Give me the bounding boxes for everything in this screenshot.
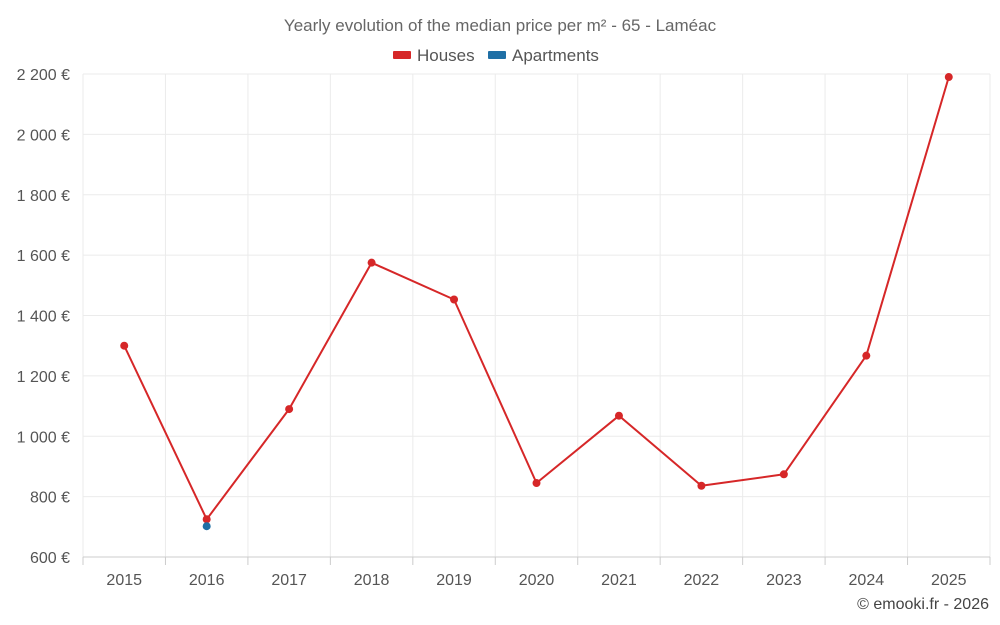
- data-point-houses[interactable]: [697, 481, 706, 490]
- data-point-houses[interactable]: [779, 470, 788, 479]
- data-point-apartments[interactable]: [202, 522, 211, 531]
- data-point-houses[interactable]: [450, 295, 459, 304]
- data-point-houses[interactable]: [285, 405, 294, 414]
- series: [120, 73, 953, 531]
- data-point-houses[interactable]: [944, 73, 953, 82]
- legend: Houses Apartments: [393, 46, 599, 65]
- legend-swatch-houses: [393, 51, 411, 59]
- y-tick-label: 1 400 €: [17, 309, 70, 326]
- y-tick-label: 1 000 €: [17, 429, 70, 446]
- y-tick-label: 600 €: [30, 550, 70, 567]
- data-point-houses[interactable]: [202, 515, 211, 524]
- data-point-houses[interactable]: [367, 258, 376, 267]
- y-tick-label: 1 200 €: [17, 369, 70, 386]
- y-tick-label: 2 000 €: [17, 127, 70, 144]
- legend-item-houses[interactable]: Houses: [393, 46, 475, 65]
- y-tick-label: 1 600 €: [17, 248, 70, 265]
- y-tick-label: 2 200 €: [17, 67, 70, 84]
- grid: [82, 73, 991, 557]
- x-tick-label: 2020: [519, 572, 555, 589]
- credit-text: © emooki.fr - 2026: [857, 596, 989, 613]
- data-point-houses[interactable]: [532, 479, 541, 488]
- legend-label-houses: Houses: [417, 46, 475, 65]
- data-point-houses[interactable]: [614, 411, 623, 420]
- x-tick-label: 2017: [271, 572, 307, 589]
- x-tick-label: 2023: [766, 572, 802, 589]
- legend-label-apartments: Apartments: [512, 46, 599, 65]
- x-tick-label: 2021: [601, 572, 637, 589]
- y-tick-label: 800 €: [30, 490, 70, 507]
- x-tick-label: 2025: [931, 572, 967, 589]
- y-tick-label: 1 800 €: [17, 188, 70, 205]
- x-tick-label: 2022: [684, 572, 720, 589]
- legend-swatch-apartments: [488, 51, 506, 59]
- x-tick-label: 2015: [106, 572, 142, 589]
- legend-item-apartments[interactable]: Apartments: [488, 46, 599, 65]
- x-tick-label: 2019: [436, 572, 472, 589]
- x-tick-label: 2018: [354, 572, 390, 589]
- x-tick-label: 2016: [189, 572, 225, 589]
- data-point-houses[interactable]: [120, 341, 129, 350]
- data-point-houses[interactable]: [862, 351, 871, 360]
- axes: 600 € 800 € 1 000 € 1 200 € 1 400 € 1 600 € 1 …: [17, 67, 991, 589]
- chart-title: Yearly evolution of the median price per…: [284, 16, 717, 35]
- x-tick-label: 2024: [849, 572, 885, 589]
